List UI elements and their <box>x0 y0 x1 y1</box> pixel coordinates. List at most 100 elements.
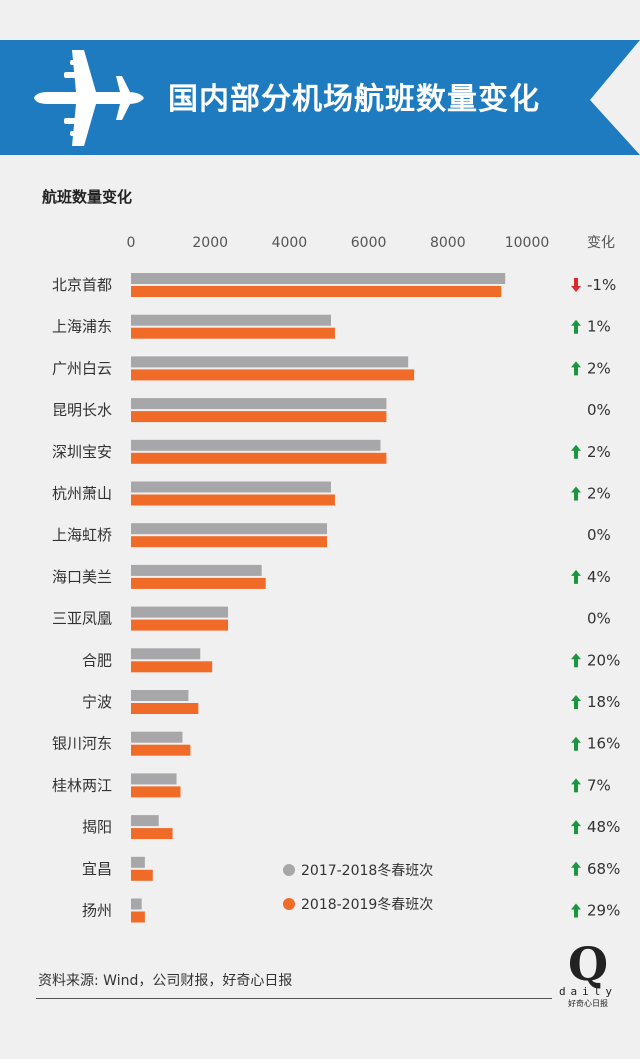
change-value: 4% <box>587 568 611 586</box>
category-label: 揭阳 <box>82 818 112 836</box>
bar-2017-2018 <box>131 773 177 785</box>
x-tick-label: 2000 <box>192 235 228 251</box>
up-arrow-icon <box>571 444 581 459</box>
x-tick-label: 6000 <box>351 235 387 251</box>
change-value: 48% <box>587 818 620 836</box>
bar-2018-2019 <box>131 661 213 673</box>
up-arrow-icon <box>571 486 581 501</box>
up-arrow-icon <box>571 778 581 793</box>
category-label: 深圳宝安 <box>52 443 112 461</box>
bar-2017-2018 <box>131 815 159 827</box>
logo-word: daily <box>558 985 618 998</box>
bar-2017-2018 <box>131 314 331 326</box>
bar-2018-2019 <box>131 577 266 589</box>
change-value: 68% <box>587 860 620 878</box>
change-value: 16% <box>587 735 620 753</box>
category-label: 宁波 <box>82 693 112 711</box>
change-value: 2% <box>587 485 611 503</box>
legend-swatch <box>283 864 295 876</box>
change-value: 0% <box>587 610 611 628</box>
logo-letter: Q <box>567 937 609 991</box>
category-label: 海口美兰 <box>52 568 112 586</box>
bar-2017-2018 <box>131 398 387 410</box>
up-arrow-icon <box>571 903 581 918</box>
category-label: 广州白云 <box>52 359 112 377</box>
bar-2017-2018 <box>131 648 201 660</box>
bar-2018-2019 <box>131 744 191 756</box>
change-value: 2% <box>587 443 611 461</box>
legend-swatch <box>283 898 295 910</box>
bar-2017-2018 <box>131 564 262 576</box>
change-value: -1% <box>587 276 616 294</box>
brand-logo: Q daily 好奇心日报 <box>556 940 620 1020</box>
bar-2018-2019 <box>131 703 199 714</box>
category-label: 桂林两江 <box>52 776 112 794</box>
change-value: 2% <box>587 359 611 377</box>
category-label: 北京首都 <box>52 276 112 294</box>
bar-2018-2019 <box>131 452 387 464</box>
banner-shape <box>0 40 640 155</box>
bar-2017-2018 <box>131 481 331 493</box>
bar-2017-2018 <box>131 731 183 743</box>
bar-2017-2018 <box>131 356 409 368</box>
logo-sub: 好奇心日报 <box>568 999 608 1008</box>
change-value: 0% <box>587 401 611 419</box>
chart-subtitle: 航班数量变化 <box>42 188 133 206</box>
bar-2018-2019 <box>131 536 328 548</box>
x-tick-label: 8000 <box>430 235 466 251</box>
change-value: 7% <box>587 776 611 794</box>
up-arrow-icon <box>571 861 581 876</box>
x-tick-label: 10000 <box>505 235 550 251</box>
bar-2018-2019 <box>131 911 145 923</box>
page-title: 国内部分机场航班数量变化 <box>168 82 540 117</box>
bar-2017-2018 <box>131 273 506 284</box>
change-column-header: 变化 <box>587 235 615 251</box>
header-banner: 国内部分机场航班数量变化 <box>0 0 640 160</box>
up-arrow-icon <box>571 319 581 334</box>
x-tick-label: 0 <box>127 235 136 251</box>
category-label: 杭州萧山 <box>52 485 112 503</box>
bar-2017-2018 <box>131 523 328 535</box>
category-label: 宜昌 <box>82 860 112 878</box>
change-value: 29% <box>587 902 620 920</box>
bar-2017-2018 <box>131 856 145 868</box>
change-value: 18% <box>587 693 620 711</box>
bar-2018-2019 <box>131 786 181 798</box>
up-arrow-icon <box>571 569 581 584</box>
change-value: 0% <box>587 526 611 544</box>
bar-2018-2019 <box>131 619 229 631</box>
category-label: 上海虹桥 <box>52 526 112 544</box>
up-arrow-icon <box>571 736 581 751</box>
x-tick-label: 4000 <box>272 235 308 251</box>
legend-label: 2018-2019冬春班次 <box>301 897 433 913</box>
category-label: 昆明长水 <box>52 401 112 419</box>
bar-2018-2019 <box>131 286 502 297</box>
bar-2018-2019 <box>131 869 153 881</box>
legend-label: 2017-2018冬春班次 <box>301 863 433 879</box>
bar-2017-2018 <box>131 439 381 451</box>
category-label: 扬州 <box>82 902 112 920</box>
down-arrow-icon <box>571 278 581 292</box>
up-arrow-icon <box>571 695 581 709</box>
airplane-icon <box>34 50 144 146</box>
category-label: 上海浦东 <box>52 318 112 336</box>
footer-divider <box>36 998 552 999</box>
up-arrow-icon <box>571 820 581 835</box>
up-arrow-icon <box>571 361 581 376</box>
bar-2017-2018 <box>131 606 229 618</box>
up-arrow-icon <box>571 653 581 668</box>
category-label: 合肥 <box>82 651 112 669</box>
bar-2018-2019 <box>131 369 415 381</box>
change-value: 20% <box>587 651 620 669</box>
bar-2017-2018 <box>131 898 142 910</box>
bar-2018-2019 <box>131 327 335 339</box>
source-note: 资料来源: Wind，公司财报，好奇心日报 <box>38 973 293 989</box>
change-value: 1% <box>587 318 611 336</box>
category-label: 三亚凤凰 <box>52 610 112 628</box>
bar-2017-2018 <box>131 690 189 701</box>
category-label: 银川河东 <box>52 735 112 753</box>
bar-2018-2019 <box>131 494 335 506</box>
bar-2018-2019 <box>131 411 387 423</box>
bar-2018-2019 <box>131 828 173 840</box>
